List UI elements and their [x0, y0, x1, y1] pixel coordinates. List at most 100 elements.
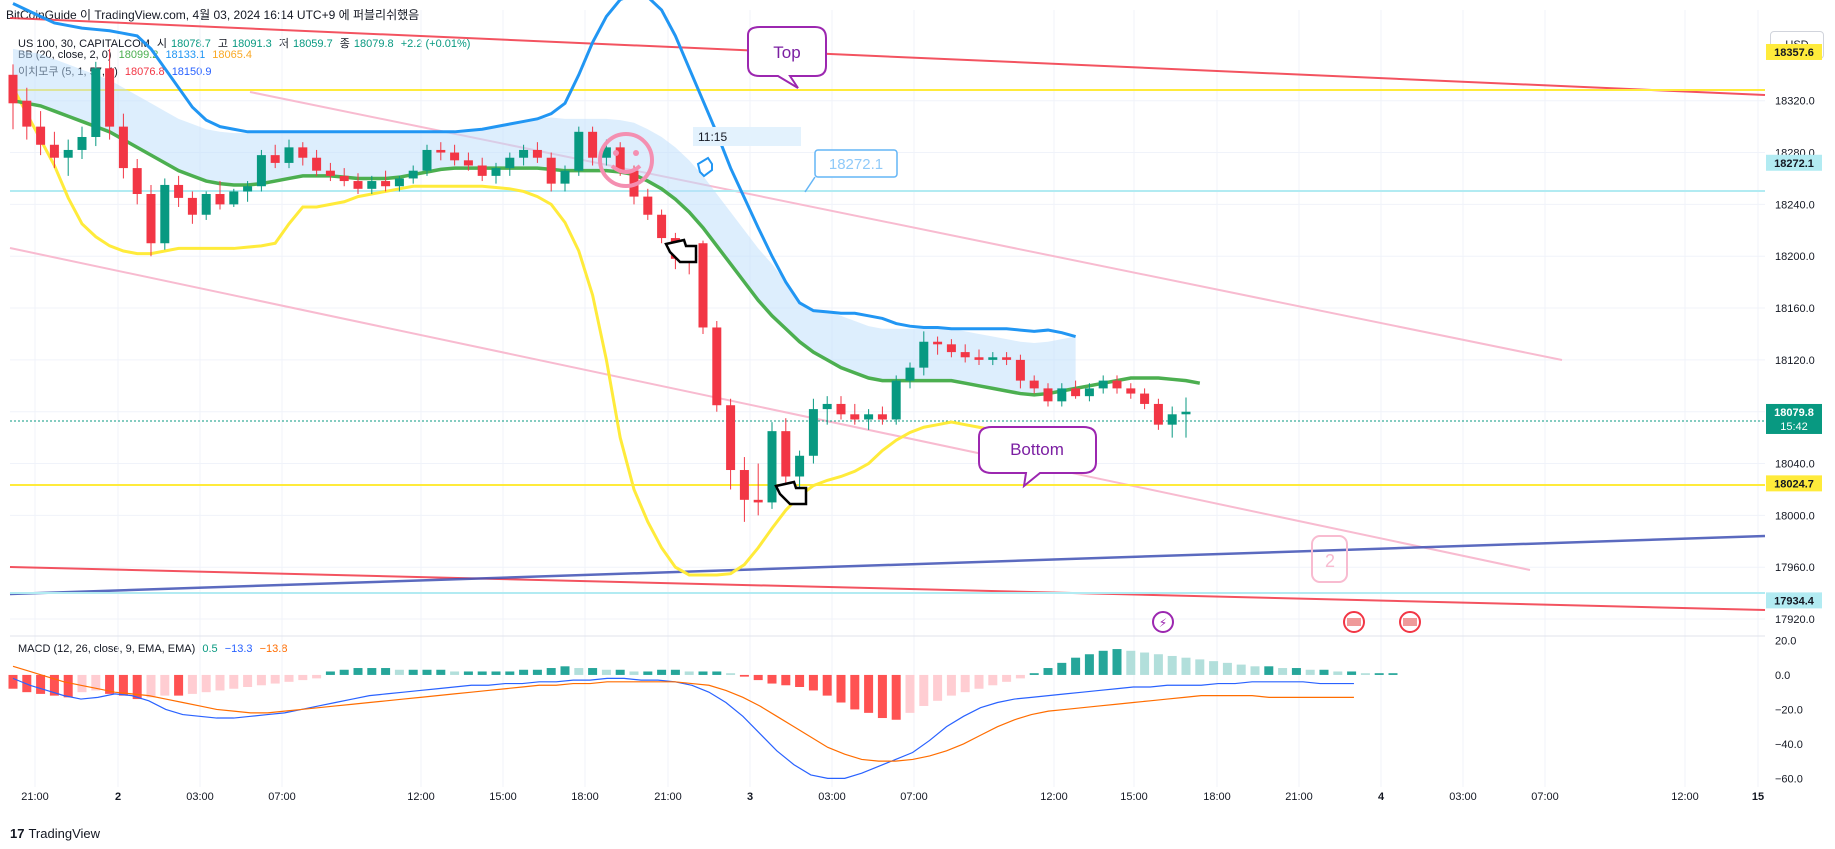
tradingview-logo[interactable]: 17 TradingView — [10, 826, 100, 841]
macd-hist-bar — [588, 668, 598, 675]
macd-hist-bar — [795, 674, 805, 687]
macd-hist-bar — [284, 674, 294, 682]
macd-hist-bar — [739, 674, 749, 677]
smiley-icon — [598, 132, 654, 188]
macd-hist-bar — [1347, 671, 1357, 675]
macd-hist-bar — [712, 671, 722, 675]
macd-hist-bar — [36, 674, 46, 694]
wave-label: 2 — [1325, 551, 1335, 571]
candle-body — [767, 431, 777, 503]
macd-legend[interactable]: MACD (12, 26, close, 9, EMA, EMA) 0.5 −1… — [18, 643, 291, 655]
hist-value: −13.8 — [259, 643, 288, 655]
macd-hist-bar — [933, 674, 943, 701]
candle-body — [588, 131, 598, 158]
y-tick-label: 18280.0 — [1775, 148, 1815, 160]
macd-hist-bar — [1195, 659, 1205, 675]
candle-body — [36, 126, 46, 145]
macd-hist-bar — [243, 674, 253, 687]
macd-hist-bar — [1250, 666, 1260, 675]
macd-hist-bar — [215, 674, 225, 691]
candle-body — [519, 149, 529, 158]
resistance-trendline-red — [9, 17, 1766, 96]
candle-body — [381, 181, 391, 187]
candle-body — [77, 136, 87, 150]
candle-body — [353, 181, 363, 189]
macd-hist-bar — [77, 674, 87, 693]
macd-hist-bar — [422, 669, 432, 675]
candle-body — [201, 194, 211, 215]
macd-hist-bar — [808, 674, 818, 691]
macd-hist-bar — [22, 674, 32, 693]
candle-body — [657, 214, 667, 239]
candle-body — [670, 238, 680, 259]
candle-body — [325, 170, 335, 176]
signal-line — [12, 665, 1354, 762]
candle-body — [739, 470, 749, 500]
macd-hist-bar — [1236, 664, 1246, 675]
candle-body — [712, 327, 722, 406]
macd-hist-bar — [91, 674, 101, 691]
event-icon-lightning — [1152, 611, 1174, 633]
macd-hist-bar — [63, 674, 73, 698]
ichimoku-legend[interactable]: 이치모쿠 (5, 1, 57, 1) 18076.8 18150.9 — [18, 63, 215, 79]
macd-hist-bar — [256, 674, 266, 686]
macd-y-tick-label: −60.0 — [1775, 773, 1803, 785]
candle-body — [698, 243, 708, 328]
macd-hist-bar — [1126, 650, 1136, 675]
macd-hist-bar — [298, 674, 308, 681]
macd-hist-bar — [974, 674, 984, 689]
top-label: Top — [773, 43, 800, 62]
macd-y-tick-label: −20.0 — [1775, 704, 1803, 716]
macd-hist-bar — [1098, 650, 1108, 675]
candle-body — [822, 403, 832, 410]
candle-body — [22, 100, 32, 127]
macd-hist-bar — [408, 669, 418, 675]
x-tick-label: 18:00 — [571, 791, 599, 803]
ichimoku-value-1: 18076.8 — [124, 66, 165, 78]
candle-body — [960, 352, 970, 358]
candle-body — [808, 409, 818, 456]
y-tick-label: 18120.0 — [1775, 355, 1815, 367]
macd-hist-bar — [312, 674, 322, 679]
macd-hist-bar — [118, 674, 128, 696]
macd-hist-bar — [1264, 666, 1274, 675]
bb-upper-value: 18133.1 — [165, 49, 206, 61]
macd-hist-bar — [1305, 669, 1315, 675]
candle-body — [988, 357, 998, 360]
macd-hist-bar — [1333, 671, 1343, 675]
macd-hist-bar — [864, 674, 874, 713]
candle-body — [256, 155, 266, 187]
low-value: 18059.7 — [292, 38, 333, 50]
candle-body — [270, 155, 280, 163]
macd-hist-bar — [781, 674, 791, 686]
price-badge — [1766, 154, 1822, 171]
currency-button[interactable]: USD — [1770, 31, 1824, 59]
macd-hist-bar — [946, 674, 956, 696]
candle-body — [436, 149, 446, 153]
bb-legend[interactable]: BB (20, close, 2, 0) 18099.2 18133.1 180… — [18, 49, 256, 61]
macd-hist-bar — [353, 668, 363, 675]
candle-body — [8, 74, 18, 104]
candle-body — [629, 170, 639, 197]
candle-body — [187, 197, 197, 215]
macd-hist-bar — [657, 669, 667, 675]
candle-body — [1098, 380, 1108, 389]
tv-brand-text: TradingView — [28, 826, 101, 841]
candle-body — [49, 144, 59, 158]
candle-body — [1181, 411, 1191, 415]
time-label: 11:15 — [698, 130, 727, 144]
candle-body — [1015, 359, 1025, 381]
candle-body — [546, 157, 556, 184]
candle-body — [146, 194, 156, 244]
macd-hist-bar — [919, 674, 929, 706]
macd-hist-bar — [1153, 654, 1163, 675]
y-tick-label: 18040.0 — [1775, 459, 1815, 471]
candle-body — [864, 414, 874, 420]
x-tick-label: 12:00 — [1671, 791, 1699, 803]
macd-hist-bar — [1057, 662, 1067, 675]
macd-hist-bar — [450, 671, 460, 675]
candle-body — [160, 184, 170, 244]
macd-hist-bar — [505, 671, 515, 675]
